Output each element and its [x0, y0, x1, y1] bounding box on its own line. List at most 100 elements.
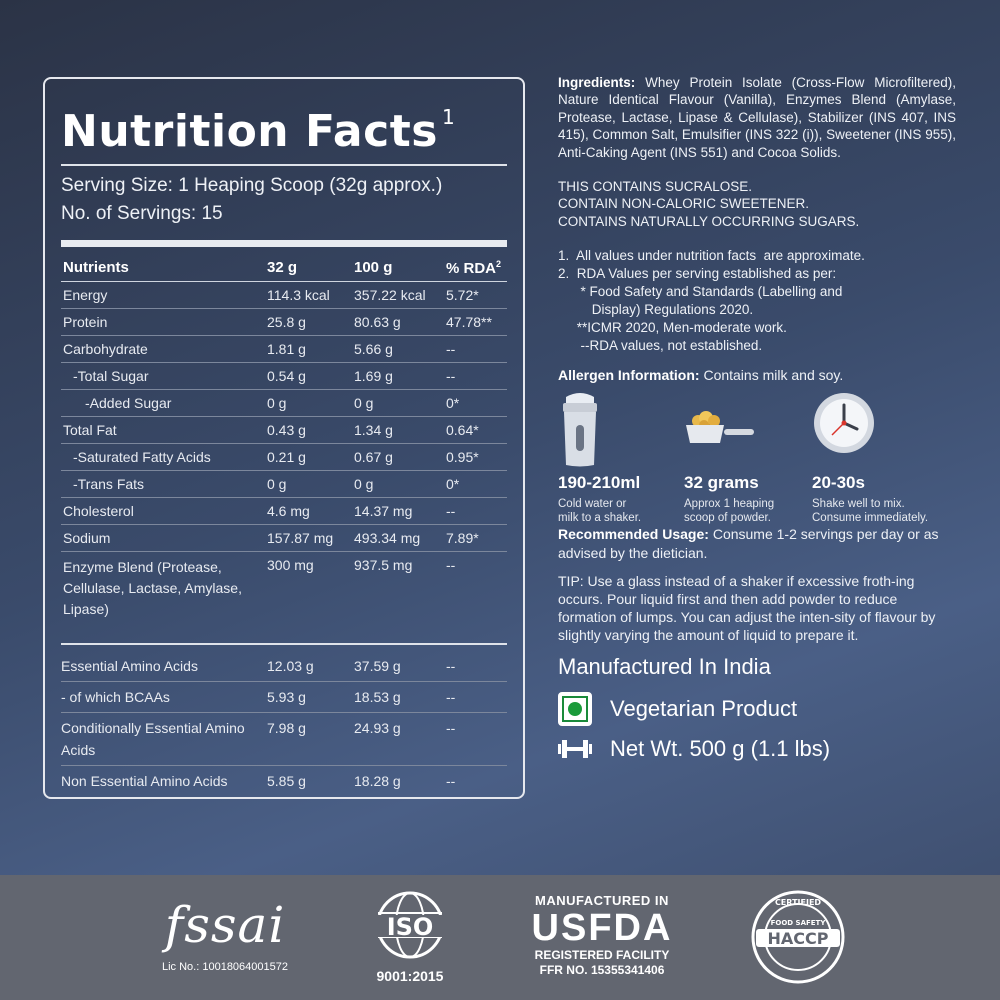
nutrients-table: Nutrients 32 g 100 g % RDA2 Energy 114.3 …	[61, 247, 507, 625]
haccp-logo: CERTIFIED FOOD SAFETY HACCP	[748, 875, 848, 1000]
table-row: Enzyme Blend (Protease, Cellulase, Lacta…	[61, 552, 507, 626]
footnotes: 1. All values under nutrition facts are …	[558, 247, 956, 355]
value-100g: 1.69 g	[354, 362, 446, 390]
clock-icon	[812, 391, 932, 467]
nutrient-name: -Total Sugar	[61, 362, 267, 390]
statement-line: CONTAINS NATURALLY OCCURRING SUGARS.	[558, 213, 860, 229]
value-rda: --	[446, 335, 507, 363]
table-row: Protein 25.8 g 80.63 g 47.78**	[61, 308, 507, 336]
table-row: -Saturated Fatty Acids 0.21 g 0.67 g 0.95*	[61, 443, 507, 471]
header-nutrients: Nutrients	[61, 247, 267, 282]
value-rda: 7.89*	[446, 524, 507, 552]
recommended-usage: Recommended Usage: Consume 1-2 servings …	[558, 526, 939, 562]
table-row: Conditionally Essential Amino Acids 7.98 …	[61, 712, 507, 766]
scoop-step: 32 grams Approx 1 heaping scoop of powder…	[684, 391, 804, 525]
dumbbell-icon	[558, 740, 592, 759]
nutrient-name: Energy	[61, 281, 267, 309]
scoop-icon	[684, 391, 804, 467]
table-row: Sodium 157.87 mg 493.34 mg 7.89*	[61, 524, 507, 552]
thick-divider	[61, 240, 507, 247]
usfda-wordmark: USFDA	[531, 907, 673, 949]
value-32g: 157.87 mg	[267, 524, 354, 552]
product-label: Nutrition Facts 1 Serving Size: 1 Heaping…	[43, 75, 956, 799]
value-rda: 0.95*	[446, 443, 507, 471]
value-rda: --	[446, 497, 507, 525]
value-rda: 0*	[446, 470, 507, 498]
iso-logo: ISO 9001:2015	[360, 875, 460, 1000]
iso-globe-icon: ISO	[374, 891, 446, 959]
scoop-amount: 32 grams	[684, 473, 759, 493]
value-100g: 14.37 mg	[354, 497, 446, 525]
value-100g: 37.59 g	[354, 651, 446, 682]
table-row: Cholesterol 4.6 mg 14.37 mg --	[61, 497, 507, 525]
value-32g: 5.93 g	[267, 681, 354, 713]
fssai-logo: fssai Lic No.: 10018064001572	[150, 875, 300, 1000]
value-100g: 18.53 g	[354, 681, 446, 713]
footnote-line: 2. RDA Values per serving established as…	[558, 266, 837, 282]
water-amount: 190-210ml	[558, 473, 641, 493]
table-row: Non Essential Amino Acids 5.85 g 18.28 g --	[61, 766, 507, 797]
shake-time: 20-30s	[812, 473, 865, 493]
fssai-wordmark: fssai	[164, 896, 286, 954]
haccp-ring-mid: FOOD SAFETY	[771, 919, 827, 927]
usfda-logo: MANUFACTURED IN USFDA REGISTERED FACILIT…	[522, 875, 682, 1000]
usage-tip: TIP: Use a glass instead of a shaker if …	[558, 573, 936, 644]
value-32g: 0.21 g	[267, 443, 354, 471]
shaker-icon	[558, 391, 678, 467]
table-row: Carbohydrate 1.81 g 5.66 g --	[61, 335, 507, 363]
fssai-license: Lic No.: 10018064001572	[162, 961, 288, 973]
value-100g: 357.22 kcal	[354, 281, 446, 309]
footnote-line: **ICMR 2020, Men-moderate work.	[558, 320, 787, 336]
footnote-line: * Food Safety and Standards (Labelling a…	[558, 284, 843, 300]
sweetener-statements: THIS CONTAINS SUCRALOSE. CONTAIN NON-CAL…	[558, 178, 956, 230]
header-32g: 32 g	[267, 247, 354, 282]
footnote-line: 1. All values under nutrition facts are …	[558, 248, 865, 264]
usfda-registered: REGISTERED FACILITY	[534, 948, 670, 962]
table-row: -Total Sugar 0.54 g 1.69 g --	[61, 362, 507, 390]
value-32g: 0.43 g	[267, 416, 354, 444]
value-32g: 300 mg	[267, 557, 314, 573]
nutrient-name: Cholesterol	[61, 497, 267, 525]
value-100g: 0.67 g	[354, 443, 446, 471]
usfda-top-line: MANUFACTURED IN	[535, 893, 669, 908]
veg-symbol-icon	[558, 692, 592, 727]
nutrient-name: Carbohydrate	[61, 335, 267, 363]
footnote-line: Display) Regulations 2020.	[558, 302, 754, 318]
statement-line: CONTAIN NON-CALORIC SWEETENER.	[558, 196, 810, 212]
value-100g: 80.63 g	[354, 308, 446, 336]
usage-icons: 190-210ml Cold water or milk to a shaker.…	[558, 391, 956, 525]
value-32g: 0 g	[267, 470, 354, 498]
table-header-row: Nutrients 32 g 100 g % RDA2	[61, 247, 507, 282]
nutrient-name: Non Essential Amino Acids	[61, 773, 228, 789]
nutrient-name: Total Fat	[61, 416, 267, 444]
value-100g: 1.34 g	[354, 416, 446, 444]
vegetarian-badge: Vegetarian Product	[558, 692, 956, 727]
value-rda: 47.78**	[446, 308, 507, 336]
footnote-line: --RDA values, not established.	[558, 338, 763, 354]
value-100g: 18.28 g	[354, 773, 401, 789]
nutrient-name: -Added Sugar	[61, 389, 267, 417]
nutrient-name: Sodium	[61, 524, 267, 552]
iso-standard: 9001:2015	[376, 968, 444, 984]
table-row: Essential Amino Acids 12.03 g 37.59 g --	[61, 651, 507, 682]
divider	[61, 643, 507, 645]
value-32g: 4.6 mg	[267, 497, 354, 525]
manufactured-in: Manufactured In India	[558, 654, 771, 680]
table-row: - of which BCAAs 5.93 g 18.53 g --	[61, 681, 507, 713]
value-100g: 0 g	[354, 389, 446, 417]
nutrition-facts-panel: Nutrition Facts 1 Serving Size: 1 Heaping…	[43, 77, 525, 799]
usfda-ffr-number: FFR NO. 15355341406	[539, 963, 665, 977]
allergen-info: Allergen Information: Contains milk and …	[558, 367, 844, 384]
value-32g: 0 g	[267, 389, 354, 417]
value-32g: 12.03 g	[267, 651, 354, 682]
scoop-desc: Approx 1 heaping scoop of powder.	[684, 498, 775, 525]
net-weight-label: Net Wt. 500 g (1.1 lbs)	[610, 736, 831, 762]
statement-line: THIS CONTAINS SUCRALOSE.	[558, 179, 753, 195]
value-100g: 0 g	[354, 470, 446, 498]
nutrient-name: -Saturated Fatty Acids	[61, 443, 267, 471]
nutrition-title: Nutrition Facts 1	[61, 105, 456, 157]
value-rda: --	[446, 681, 507, 713]
value-100g: 24.93 g	[354, 712, 446, 766]
divider	[61, 164, 507, 166]
